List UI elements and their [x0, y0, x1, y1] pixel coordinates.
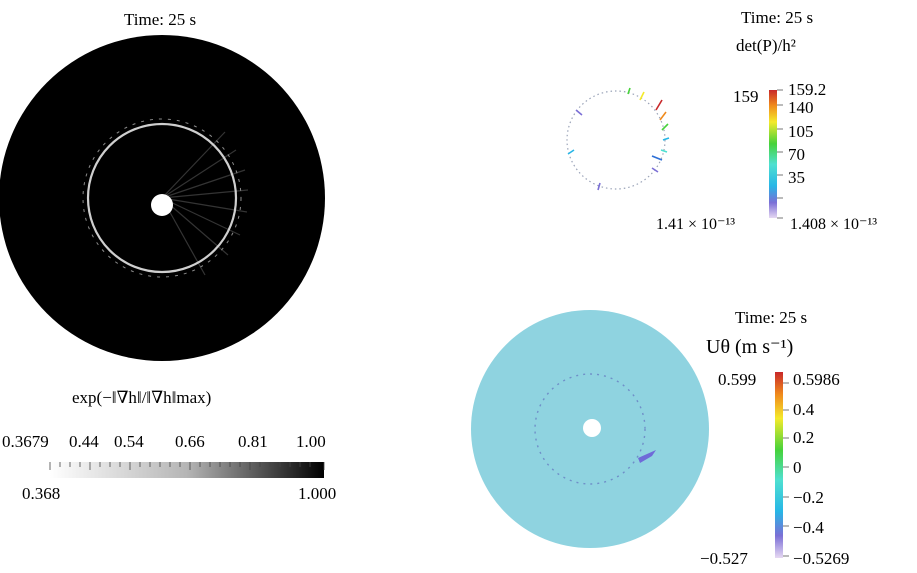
panel2-colorbar-title: det(P)/h² — [736, 36, 796, 55]
panel3-tick-1: 0.4 — [793, 400, 815, 419]
panel2-min-right: 1.408 × 10⁻¹³ — [790, 216, 878, 233]
panel3-colorbar — [775, 372, 783, 558]
panel2-tick-2: 105 — [788, 122, 814, 141]
panel1-front-ring-outer — [82, 118, 242, 278]
panel2-tick-3: 70 — [788, 145, 805, 164]
panel3-max-left: 0.599 — [718, 370, 757, 389]
panel1-colorbar-ticks — [49, 462, 325, 470]
panel1-plot — [0, 35, 325, 361]
panel3-negative-patch — [638, 450, 656, 463]
panel1-tick-4: 0.81 — [238, 432, 268, 451]
panel1-time-label: Time: 25 s — [124, 10, 197, 29]
panel3-front-ring — [534, 373, 646, 485]
panel1-tick-3: 0.66 — [175, 432, 205, 451]
panel1-colorbar — [50, 462, 324, 478]
panel3-tick-4: −0.2 — [793, 488, 824, 507]
panel1-inner-hole — [151, 194, 173, 216]
panel3-colorbar-title: Uθ (m s⁻¹) — [706, 336, 794, 358]
panel3-tick-0: 0.5986 — [793, 370, 840, 389]
panel2-markers — [567, 87, 670, 191]
panel2-colorbar — [769, 90, 777, 218]
panel1-tick-2: 0.54 — [114, 432, 144, 451]
panel3-min-right: −0.5269 — [793, 549, 850, 568]
panel3-plot — [471, 310, 709, 548]
panel2-max-left: 159 — [733, 87, 759, 106]
panel1-tick-5: 1.00 — [296, 432, 326, 451]
panel2-front-ring — [566, 90, 666, 190]
panel2-tick-1: 140 — [788, 98, 814, 117]
panel1-colorbar-title: exp(−‖∇h‖/‖∇h‖max) — [72, 388, 212, 407]
panel3-inner-hole — [583, 419, 601, 437]
panel2-tick-4: 35 — [788, 168, 805, 187]
panel1-tick-0: 0.3679 — [2, 432, 49, 451]
panel2-time-label: Time: 25 s — [741, 8, 814, 27]
panel3-tick-3: 0 — [793, 458, 802, 477]
panel1-front-ring — [86, 122, 238, 274]
panel3-time-label: Time: 25 s — [735, 308, 808, 327]
panel2-tick-0: 159.2 — [788, 80, 827, 99]
panel2-colorbar-ticks — [777, 89, 783, 219]
panel3-tick-5: −0.4 — [793, 518, 824, 537]
panel2-min-left: 1.41 × 10⁻¹³ — [656, 216, 736, 233]
panel1-range-min: 0.368 — [22, 484, 61, 503]
panel1-range-max: 1.000 — [298, 484, 337, 503]
panel1-tick-1: 0.44 — [69, 432, 99, 451]
panel3-min-left: −0.527 — [700, 549, 748, 568]
panel3-colorbar-ticks — [783, 382, 789, 557]
panel3-tick-2: 0.2 — [793, 428, 815, 447]
panel2-plot — [566, 87, 670, 191]
